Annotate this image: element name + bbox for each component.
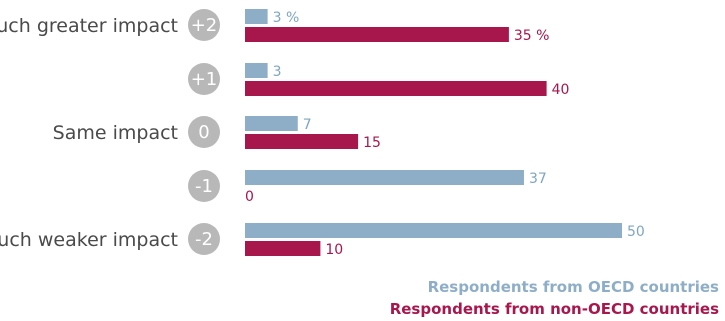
value-label-non-oecd-2: 15 bbox=[363, 135, 381, 151]
score-label-0: +2 bbox=[191, 15, 218, 36]
bar-non-oecd-2 bbox=[245, 134, 359, 149]
value-label-oecd-3: 37 bbox=[529, 171, 547, 187]
bar-non-oecd-1 bbox=[245, 81, 547, 96]
bar-oecd-2 bbox=[245, 116, 298, 131]
score-label-2: 0 bbox=[198, 122, 209, 143]
value-label-non-oecd-4: 10 bbox=[325, 242, 343, 258]
value-label-non-oecd-1: 40 bbox=[552, 82, 570, 98]
bar-oecd-3 bbox=[245, 170, 524, 185]
score-circle-1 bbox=[188, 63, 220, 95]
score-circle-2 bbox=[188, 116, 220, 148]
score-label-4: -2 bbox=[195, 229, 213, 250]
category-label-0: Much greater impact bbox=[0, 15, 178, 37]
value-label-oecd-2: 7 bbox=[303, 117, 312, 133]
legend-non-oecd: Respondents from non-OECD countries bbox=[389, 300, 719, 318]
value-label-oecd-1: 3 bbox=[273, 64, 282, 80]
value-label-non-oecd-0: 35 % bbox=[514, 28, 550, 44]
score-circle-0 bbox=[188, 9, 220, 41]
bar-oecd-0 bbox=[245, 9, 268, 24]
category-label-2: Same impact bbox=[53, 122, 178, 144]
score-circle-3 bbox=[188, 170, 220, 202]
category-label-4: Much weaker impact bbox=[0, 229, 178, 251]
score-circle-4 bbox=[188, 223, 220, 255]
score-label-1: +1 bbox=[191, 69, 218, 90]
legend-oecd: Respondents from OECD countries bbox=[427, 278, 719, 296]
value-label-non-oecd-3: 0 bbox=[245, 189, 254, 205]
bar-non-oecd-4 bbox=[245, 241, 321, 256]
value-label-oecd-0: 3 % bbox=[273, 10, 300, 26]
bar-oecd-1 bbox=[245, 63, 268, 78]
value-label-oecd-4: 50 bbox=[627, 224, 645, 240]
score-label-3: -1 bbox=[195, 176, 213, 197]
bar-non-oecd-0 bbox=[245, 27, 509, 42]
bar-oecd-4 bbox=[245, 223, 622, 238]
